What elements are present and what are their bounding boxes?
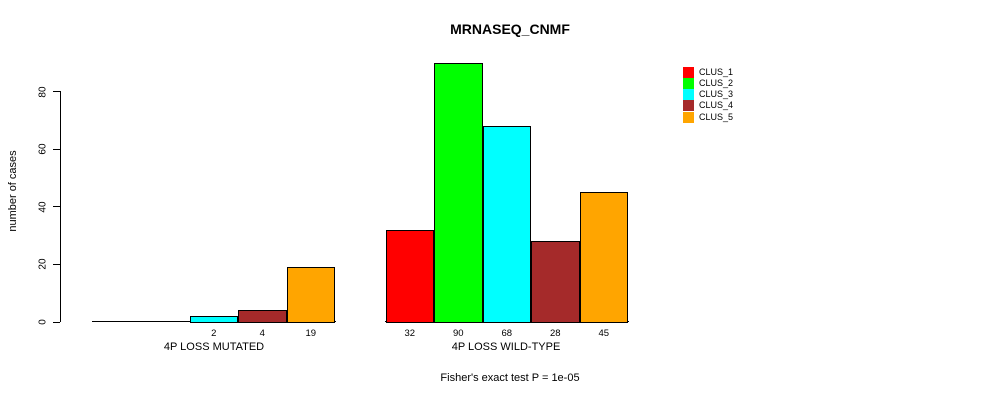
- y-tick: [53, 91, 60, 93]
- bar-clus_5-group1: [286, 267, 335, 323]
- bar-value-label: 4: [259, 328, 265, 339]
- legend-swatch-clus_2: [683, 77, 694, 89]
- bar-value-label: 32: [404, 328, 416, 339]
- y-tick: [53, 148, 60, 150]
- bar-value-label: 19: [305, 328, 317, 339]
- y-tick-label: 40: [37, 201, 49, 213]
- legend-swatch-clus_1: [683, 66, 694, 78]
- group-label-wild-type: 4P LOSS WILD-TYPE: [451, 341, 561, 353]
- y-tick-label: 20: [37, 258, 49, 270]
- bar-clus_4-group2: [531, 241, 580, 323]
- y-tick: [53, 263, 60, 265]
- legend-label: CLUS_3: [699, 89, 734, 100]
- y-tick: [53, 206, 60, 208]
- group-label-mutated: 4P LOSS MUTATED: [163, 341, 265, 353]
- y-axis-title: number of cases: [7, 150, 19, 232]
- bar-value-label: 90: [452, 328, 464, 339]
- legend-swatch-clus_5: [683, 111, 694, 123]
- bar-clus_3-group1: [189, 316, 238, 323]
- bar-clus_5-group2: [579, 192, 628, 323]
- legend-label: CLUS_5: [699, 111, 734, 122]
- y-tick: [53, 321, 60, 323]
- y-tick-label: 80: [37, 86, 49, 98]
- bar-clus_2-group2: [434, 62, 483, 323]
- legend-item: CLUS_4: [683, 100, 773, 112]
- fisher-test-annotation: Fisher's exact test P = 1e-05: [440, 372, 580, 384]
- legend-item: CLUS_5: [683, 111, 773, 123]
- legend-swatch-clus_3: [683, 89, 694, 101]
- legend-item: CLUS_3: [683, 89, 773, 101]
- legend-swatch-clus_4: [683, 100, 694, 112]
- y-tick-label: 60: [37, 143, 49, 155]
- bar-clus_1-group2: [385, 229, 434, 323]
- legend-label: CLUS_2: [699, 77, 734, 88]
- bar-value-label: 28: [549, 328, 561, 339]
- bar-value-label: 2: [211, 328, 217, 339]
- legend-label: CLUS_1: [699, 66, 734, 77]
- legend-item: CLUS_1: [683, 66, 773, 78]
- chart-title: MRNASEQ_CNMF: [450, 21, 570, 37]
- bar-value-label: 68: [501, 328, 513, 339]
- legend-item: CLUS_2: [683, 77, 773, 89]
- legend-label: CLUS_4: [699, 100, 734, 111]
- bar-value-label: 45: [598, 328, 610, 339]
- y-tick-label: 0: [37, 319, 49, 325]
- bar-clus_3-group2: [482, 126, 531, 323]
- y-axis-line: [60, 91, 61, 322]
- bar-clus_4-group1: [238, 310, 287, 323]
